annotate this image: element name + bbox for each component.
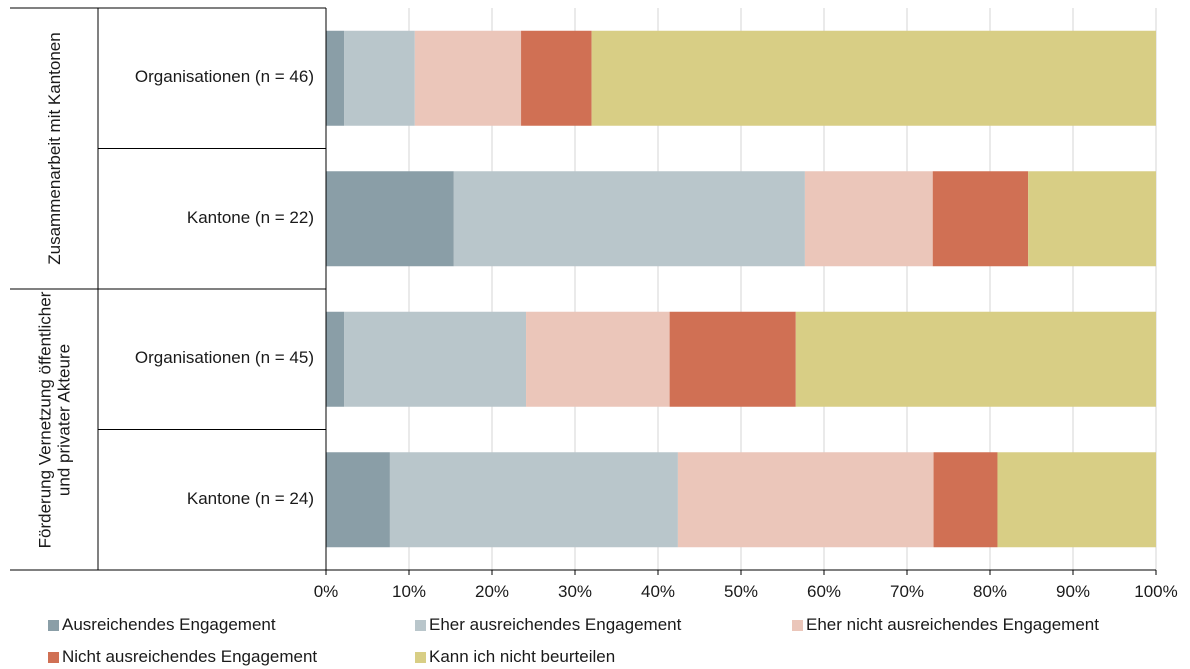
bar-segment-5-row-4 <box>997 452 1156 548</box>
category-label: Kantone (n = 22) <box>186 207 314 227</box>
x-tick-label: 20% <box>475 582 509 601</box>
bar-segment-1-row-4 <box>326 452 390 548</box>
bar-segment-1-row-2 <box>326 171 454 267</box>
bar-segment-3-row-1 <box>414 30 522 126</box>
legend-label: Nicht ausreichendes Engagement <box>62 647 318 666</box>
bar-segment-2-row-1 <box>344 30 415 126</box>
legend-item: Kann ich nicht beurteilen <box>415 647 615 667</box>
bar-segment-1-row-3 <box>326 311 345 407</box>
x-tick-label: 0% <box>314 582 339 601</box>
bar-segment-4-row-3 <box>669 311 796 407</box>
bar-segment-2-row-3 <box>344 311 527 407</box>
bar-segment-3-row-3 <box>526 311 670 407</box>
legend-swatch <box>415 619 426 631</box>
legend-label: Eher ausreichendes Engagement <box>429 615 682 634</box>
x-tick-label: 50% <box>724 582 758 601</box>
bar-segment-3-row-4 <box>677 452 934 548</box>
bar-segment-3-row-2 <box>804 171 933 267</box>
x-tick-label: 90% <box>1056 582 1090 601</box>
legend-label: Kann ich nicht beurteilen <box>429 647 616 666</box>
legend-item: Nicht ausreichendes Engagement <box>48 647 317 667</box>
bar-segment-4-row-2 <box>932 171 1029 267</box>
x-tick-label: 70% <box>890 582 924 601</box>
category-label: Organisationen (n = 45) <box>134 348 314 368</box>
group-label: Förderung Vernetzung öffentlicher und pr… <box>35 291 73 548</box>
category-label: Kantone (n = 24) <box>186 488 314 508</box>
x-tick-label: 100% <box>1134 582 1177 601</box>
x-tick-label: 30% <box>558 582 592 601</box>
x-tick-label: 60% <box>807 582 841 601</box>
x-tick-label: 40% <box>641 582 675 601</box>
bar-segment-5-row-3 <box>795 311 1156 407</box>
bar-segment-1-row-1 <box>326 30 345 126</box>
bar-segment-5-row-2 <box>1028 171 1156 267</box>
legend-swatch <box>48 651 59 663</box>
legend-swatch <box>415 651 426 663</box>
legend-swatch <box>792 619 803 631</box>
legend-label: Eher nicht ausreichendes Engagement <box>806 615 1099 634</box>
category-label: Organisationen (n = 46) <box>134 67 314 87</box>
group-label: Zusammenarbeit mit Kantonen <box>44 31 64 265</box>
x-tick-label: 10% <box>392 582 426 601</box>
legend-item: Eher ausreichendes Engagement <box>415 615 681 635</box>
legend-item: Ausreichendes Engagement <box>48 615 276 635</box>
x-tick-label: 80% <box>973 582 1007 601</box>
legend-swatch <box>48 619 59 631</box>
bar-segment-4-row-4 <box>933 452 998 548</box>
bar-segment-2-row-2 <box>453 171 805 267</box>
bar-segment-4-row-1 <box>521 30 592 126</box>
bar-segment-2-row-4 <box>389 452 678 548</box>
legend-item: Eher nicht ausreichendes Engagement <box>792 615 1099 635</box>
bar-segment-5-row-1 <box>591 30 1156 126</box>
legend-label: Ausreichendes Engagement <box>62 615 276 634</box>
